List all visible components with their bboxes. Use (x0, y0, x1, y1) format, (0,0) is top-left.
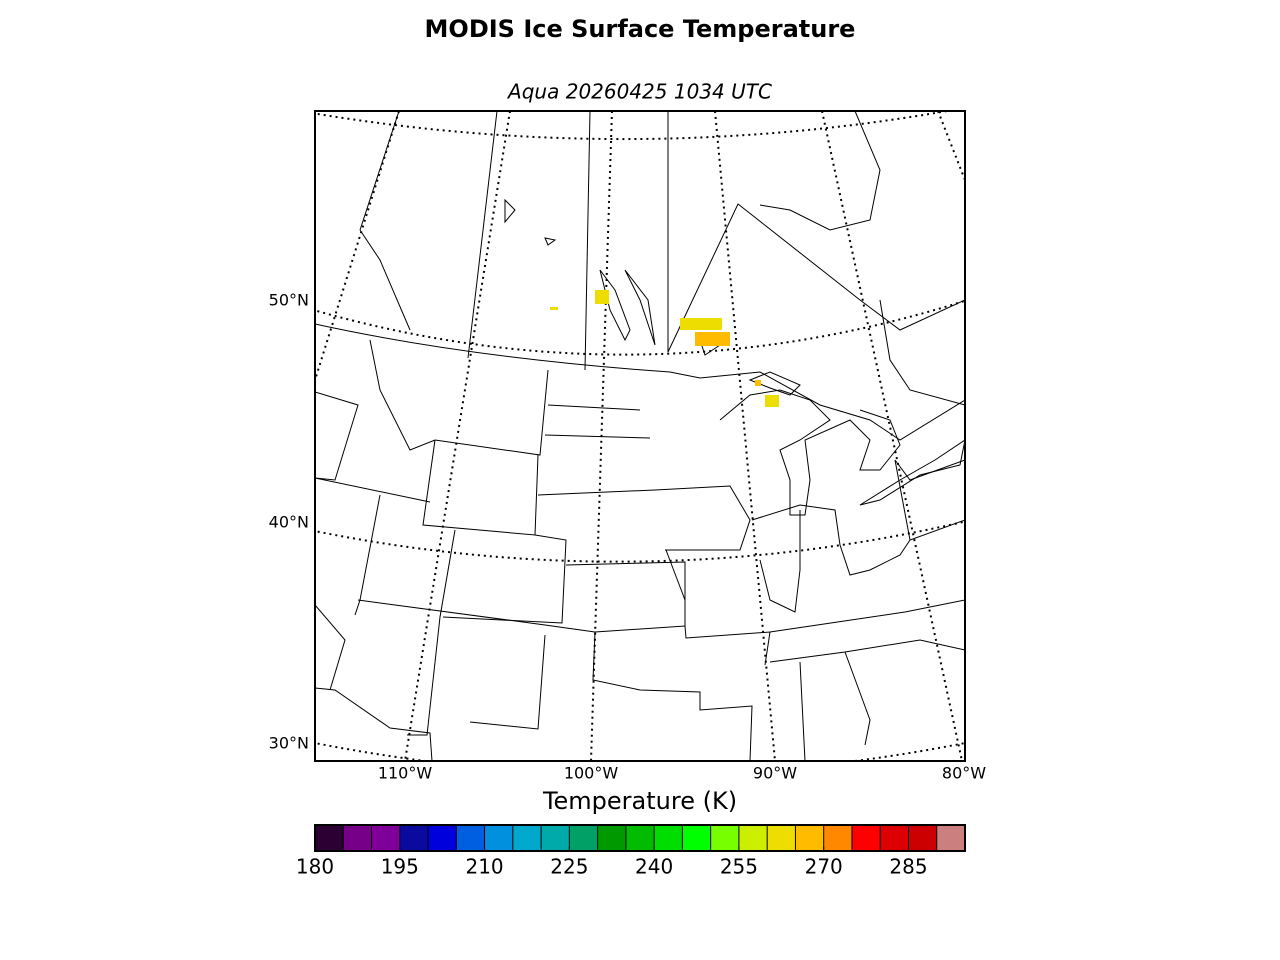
colorbar-label: Temperature (K) (542, 787, 737, 815)
colorbar-segment (738, 825, 768, 851)
graticule (315, 299, 965, 356)
lat-label: 40°N (269, 513, 309, 532)
colorbar-tick-label: 210 (465, 855, 503, 879)
coastlines (504, 111, 965, 516)
ice-pixel (695, 332, 730, 346)
lon-label: 90°W (753, 764, 797, 783)
colorbar-segment (399, 825, 429, 851)
colorbar-frame (314, 824, 966, 852)
colorbar-tick-label: 240 (635, 855, 673, 879)
colorbar-segment (710, 825, 740, 851)
colorbar-segment (880, 825, 909, 851)
colorbar-tick-label: 180 (296, 855, 334, 879)
colorbar-segment (908, 825, 938, 851)
colorbar-segment (767, 825, 796, 851)
colorbar-segment (569, 825, 599, 851)
ice-pixel (595, 290, 609, 304)
colorbar-segment (597, 825, 627, 851)
colorbar-tick-label: 225 (550, 855, 588, 879)
graticule (315, 520, 965, 563)
map (315, 111, 965, 761)
ice-pixels (550, 290, 779, 407)
colorbar-segment (541, 825, 570, 851)
colorbar-segment (625, 825, 655, 851)
colorbar-segment (428, 825, 457, 851)
colorbar-segment (851, 825, 881, 851)
colorbar-tick-label: 270 (805, 855, 843, 879)
graticule (404, 111, 511, 761)
graticule (821, 111, 963, 761)
colorbar-segment (795, 825, 825, 851)
ice-pixel (680, 318, 722, 330)
colorbar-segment (682, 825, 712, 851)
lon-label: 110°W (378, 764, 433, 783)
ice-pixel (765, 395, 779, 407)
lat-label: 50°N (269, 291, 309, 310)
ice-pixel (550, 307, 558, 310)
lat-label: 30°N (269, 734, 309, 753)
colorbar-segment (371, 825, 401, 851)
colorbar-segment (456, 825, 486, 851)
colorbar-tick-label: 255 (720, 855, 758, 879)
title: MODIS Ice Surface Temperature (425, 15, 856, 43)
subtitle: Aqua 20260425 1034 UTC (506, 80, 772, 104)
graticule (315, 111, 953, 141)
borders (315, 111, 965, 761)
colorbar-segment (936, 825, 966, 851)
colorbar-segment (343, 825, 373, 851)
colorbar-segment (654, 825, 683, 851)
colorbar-segment (315, 825, 344, 851)
lon-label: 100°W (564, 764, 619, 783)
colorbar-segment (512, 825, 542, 851)
colorbar-tick-label: 195 (381, 855, 419, 879)
graticule (937, 111, 965, 181)
graticule (714, 111, 776, 761)
graticule (315, 111, 400, 381)
colorbar-segment (484, 825, 514, 851)
colorbar-segment (823, 825, 853, 851)
colorbar-tick-label: 285 (889, 855, 927, 879)
lon-label: 80°W (942, 764, 986, 783)
ice-pixel (755, 380, 761, 386)
map-frame (314, 110, 966, 762)
